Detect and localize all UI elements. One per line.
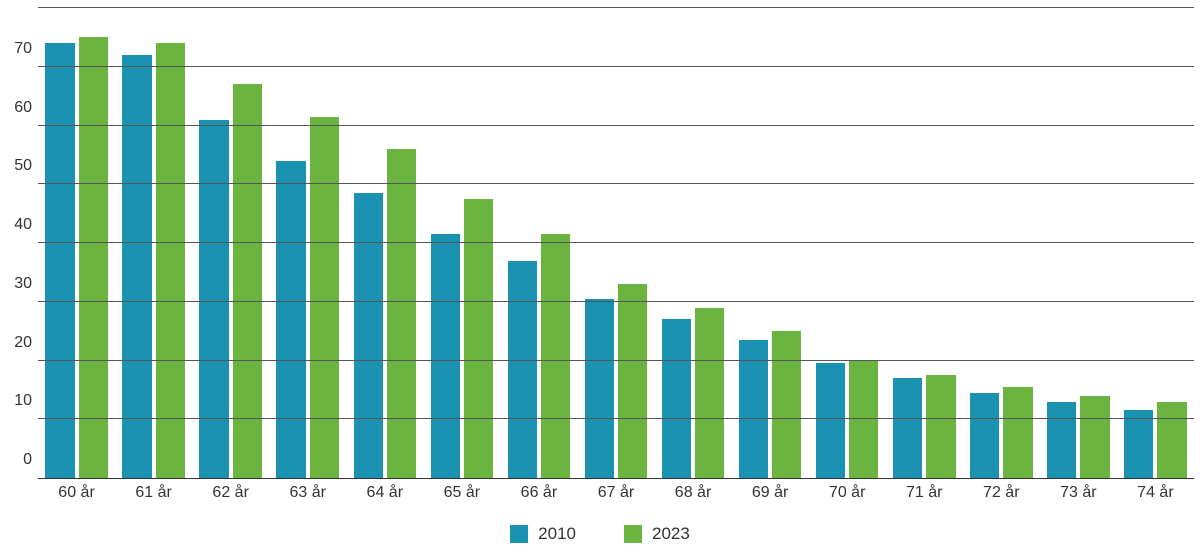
category-group xyxy=(500,8,577,478)
bar xyxy=(893,378,922,478)
bars-container xyxy=(38,8,1194,478)
x-tick-label: 67 år xyxy=(577,484,654,502)
x-tick-label: 62 år xyxy=(192,484,269,502)
bar xyxy=(508,261,537,478)
x-tick-label: 60 år xyxy=(38,484,115,502)
grid-line xyxy=(38,360,1194,361)
x-tick-label: 65 år xyxy=(423,484,500,502)
grid-line xyxy=(38,66,1194,67)
bar xyxy=(772,331,801,478)
category-group xyxy=(269,8,346,478)
plot-area xyxy=(38,8,1194,479)
x-tick-label: 70 år xyxy=(809,484,886,502)
bar xyxy=(1047,402,1076,478)
category-group xyxy=(38,8,115,478)
category-group xyxy=(809,8,886,478)
x-axis-labels: 60 år61 år62 år63 år64 år65 år66 år67 år… xyxy=(38,484,1194,502)
y-tick-label: 0 xyxy=(23,451,32,469)
y-axis: 01020304050607080 xyxy=(0,8,38,478)
legend-label: 2023 xyxy=(652,524,690,544)
y-tick-label: 30 xyxy=(14,275,32,293)
category-group xyxy=(423,8,500,478)
legend-label: 2010 xyxy=(538,524,576,544)
legend-swatch xyxy=(624,525,642,543)
grid-line xyxy=(38,242,1194,243)
category-group xyxy=(1117,8,1194,478)
bar xyxy=(1124,410,1153,478)
x-tick-label: 73 år xyxy=(1040,484,1117,502)
bar xyxy=(45,43,74,478)
category-group xyxy=(655,8,732,478)
grid-line xyxy=(38,183,1194,184)
category-group xyxy=(346,8,423,478)
y-tick-label: 70 xyxy=(14,40,32,58)
bar xyxy=(122,55,151,478)
grid-line xyxy=(38,418,1194,419)
bar-chart: 01020304050607080 60 år61 år62 år63 år64… xyxy=(0,0,1200,557)
category-group xyxy=(1040,8,1117,478)
bar xyxy=(79,37,108,478)
grid-line xyxy=(38,301,1194,302)
category-group xyxy=(886,8,963,478)
bar xyxy=(310,117,339,478)
grid-line xyxy=(38,125,1194,126)
x-tick-label: 64 år xyxy=(346,484,423,502)
bar xyxy=(1157,402,1186,478)
bar xyxy=(431,234,460,478)
bar xyxy=(618,284,647,478)
legend-item: 2023 xyxy=(624,524,690,544)
bar xyxy=(739,340,768,478)
category-group xyxy=(732,8,809,478)
bar xyxy=(156,43,185,478)
x-tick-label: 74 år xyxy=(1117,484,1194,502)
legend-swatch xyxy=(510,525,528,543)
y-tick-label: 60 xyxy=(14,99,32,117)
legend-item: 2010 xyxy=(510,524,576,544)
category-group xyxy=(577,8,654,478)
x-tick-label: 69 år xyxy=(732,484,809,502)
bar xyxy=(1080,396,1109,478)
x-tick-label: 63 år xyxy=(269,484,346,502)
bar xyxy=(276,161,305,478)
bar xyxy=(387,149,416,478)
bar xyxy=(695,308,724,478)
y-tick-label: 10 xyxy=(14,392,32,410)
bar xyxy=(541,234,570,478)
grid-line xyxy=(38,7,1194,8)
bar xyxy=(1003,387,1032,478)
x-tick-label: 66 år xyxy=(500,484,577,502)
category-group xyxy=(115,8,192,478)
bar xyxy=(970,393,999,478)
bar xyxy=(816,363,845,478)
y-tick-label: 20 xyxy=(14,334,32,352)
bar xyxy=(199,120,228,478)
bar xyxy=(849,361,878,479)
category-group xyxy=(963,8,1040,478)
y-tick-label: 40 xyxy=(14,216,32,234)
bar xyxy=(662,319,691,478)
bar xyxy=(926,375,955,478)
bar xyxy=(585,299,614,478)
x-tick-label: 71 år xyxy=(886,484,963,502)
x-tick-label: 72 år xyxy=(963,484,1040,502)
legend: 2010 2023 xyxy=(0,524,1200,544)
bar xyxy=(464,199,493,478)
x-tick-label: 61 år xyxy=(115,484,192,502)
category-group xyxy=(192,8,269,478)
x-tick-label: 68 år xyxy=(655,484,732,502)
y-tick-label: 50 xyxy=(14,157,32,175)
bar xyxy=(354,193,383,478)
